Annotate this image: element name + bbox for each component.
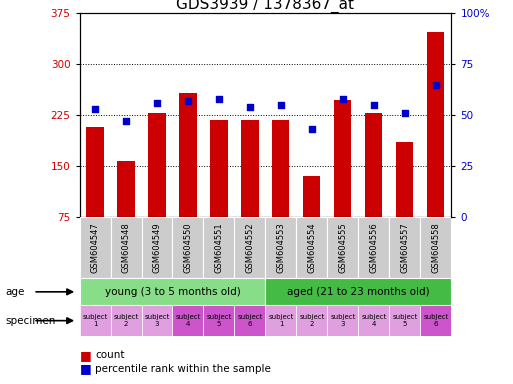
Text: subject
4: subject 4 (175, 314, 201, 327)
Point (184, 98, 192, 104)
Bar (204, 217, 234, 278)
Point (246, 104, 254, 110)
Bar (334, 99, 351, 217)
Text: GSM604550: GSM604550 (184, 222, 192, 273)
Point (153, 100, 161, 106)
Point (401, 110, 409, 116)
Title: GDS3939 / 1378367_at: GDS3939 / 1378367_at (176, 0, 354, 13)
Text: GSM604553: GSM604553 (277, 222, 285, 273)
Bar (359, 305, 389, 336)
Bar (265, 278, 451, 305)
Bar (389, 305, 421, 336)
Point (370, 102, 378, 108)
Bar (297, 305, 327, 336)
Bar (80, 305, 110, 336)
Bar (234, 305, 265, 336)
Bar (180, 93, 196, 217)
Text: percentile rank within the sample: percentile rank within the sample (95, 364, 271, 374)
Text: subject
2: subject 2 (113, 314, 139, 327)
Text: GSM604555: GSM604555 (339, 222, 347, 273)
Text: subject
1: subject 1 (268, 314, 293, 327)
Bar (80, 278, 265, 305)
Bar (80, 217, 110, 278)
Bar (327, 305, 359, 336)
Text: GSM604556: GSM604556 (369, 222, 379, 273)
Text: aged (21 to 23 months old): aged (21 to 23 months old) (287, 287, 430, 297)
Text: GSM604558: GSM604558 (431, 222, 441, 273)
Bar (397, 142, 413, 217)
Bar (421, 217, 451, 278)
Text: subject
5: subject 5 (206, 314, 232, 327)
Text: GSM604552: GSM604552 (246, 222, 254, 273)
Bar (272, 120, 289, 217)
Text: subject
6: subject 6 (238, 314, 263, 327)
Text: subject
2: subject 2 (299, 314, 325, 327)
Bar (172, 305, 204, 336)
Text: ■: ■ (80, 362, 91, 375)
Bar (142, 305, 172, 336)
Text: GSM604554: GSM604554 (307, 222, 317, 273)
Bar (204, 305, 234, 336)
Text: subject
3: subject 3 (330, 314, 356, 327)
Point (432, 81, 440, 88)
Text: GSM604557: GSM604557 (401, 222, 409, 273)
Bar (265, 217, 297, 278)
Text: subject
4: subject 4 (361, 314, 387, 327)
Text: specimen: specimen (5, 316, 55, 326)
Bar (265, 305, 297, 336)
Bar (359, 217, 389, 278)
Bar (148, 113, 166, 217)
Bar (117, 161, 134, 217)
Point (122, 118, 130, 124)
Point (215, 96, 223, 102)
Text: age: age (5, 287, 25, 297)
Text: GSM604549: GSM604549 (152, 222, 162, 273)
Bar (110, 217, 142, 278)
Bar (389, 217, 421, 278)
Bar (110, 305, 142, 336)
Bar (327, 217, 359, 278)
Bar (365, 113, 383, 217)
Point (277, 102, 285, 108)
Bar (210, 120, 227, 217)
Point (339, 96, 347, 102)
Point (308, 126, 316, 132)
Text: GSM604547: GSM604547 (90, 222, 100, 273)
Text: young (3 to 5 months old): young (3 to 5 months old) (105, 287, 241, 297)
Bar (142, 217, 172, 278)
Text: GSM604548: GSM604548 (122, 222, 130, 273)
Bar (234, 217, 265, 278)
Text: subject
1: subject 1 (82, 314, 108, 327)
Text: ■: ■ (80, 349, 91, 362)
Point (91, 106, 99, 112)
Bar (297, 217, 327, 278)
Bar (172, 217, 204, 278)
Text: count: count (95, 350, 125, 360)
Text: GSM604551: GSM604551 (214, 222, 224, 273)
Text: subject
3: subject 3 (144, 314, 170, 327)
Bar (304, 176, 321, 217)
Bar (421, 305, 451, 336)
Bar (427, 32, 444, 217)
Bar (87, 127, 104, 217)
Text: subject
5: subject 5 (392, 314, 418, 327)
Text: subject
6: subject 6 (423, 314, 449, 327)
Bar (242, 120, 259, 217)
